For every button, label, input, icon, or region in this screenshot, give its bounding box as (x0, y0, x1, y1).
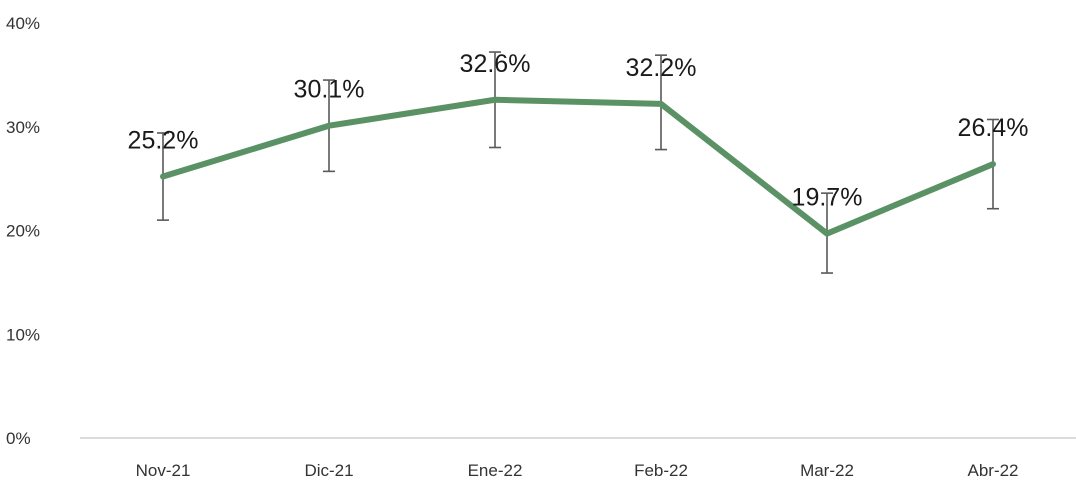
error-bars (157, 51, 999, 274)
y-tick-label: 0% (6, 429, 31, 448)
data-label: 25.2% (128, 127, 199, 155)
x-tick-label: Mar-22 (800, 461, 854, 480)
x-axis-ticks: Nov-21 Dic-21 Ene-22 Feb-22 Mar-22 Abr-22 (136, 461, 1019, 480)
y-axis-ticks: 0% 10% 20% 30% 40% (6, 14, 40, 448)
x-tick-label: Nov-21 (136, 461, 191, 480)
y-tick-label: 30% (6, 118, 40, 137)
data-label: 32.2% (626, 54, 697, 82)
y-tick-label: 20% (6, 222, 40, 241)
x-tick-label: Ene-22 (468, 461, 523, 480)
x-tick-label: Feb-22 (634, 461, 688, 480)
y-tick-label: 40% (6, 14, 40, 33)
data-label: 19.7% (792, 184, 863, 212)
data-label: 26.4% (958, 114, 1029, 142)
x-tick-label: Abr-22 (967, 461, 1018, 480)
series-line (160, 96, 996, 237)
y-tick-label: 10% (6, 325, 40, 344)
data-label: 30.1% (294, 76, 365, 104)
x-tick-label: Dic-21 (304, 461, 353, 480)
data-label: 32.6% (460, 50, 531, 78)
data-labels: 25.2% 30.1% 32.6% 32.2% 19.7% 26.4% (128, 50, 1029, 212)
